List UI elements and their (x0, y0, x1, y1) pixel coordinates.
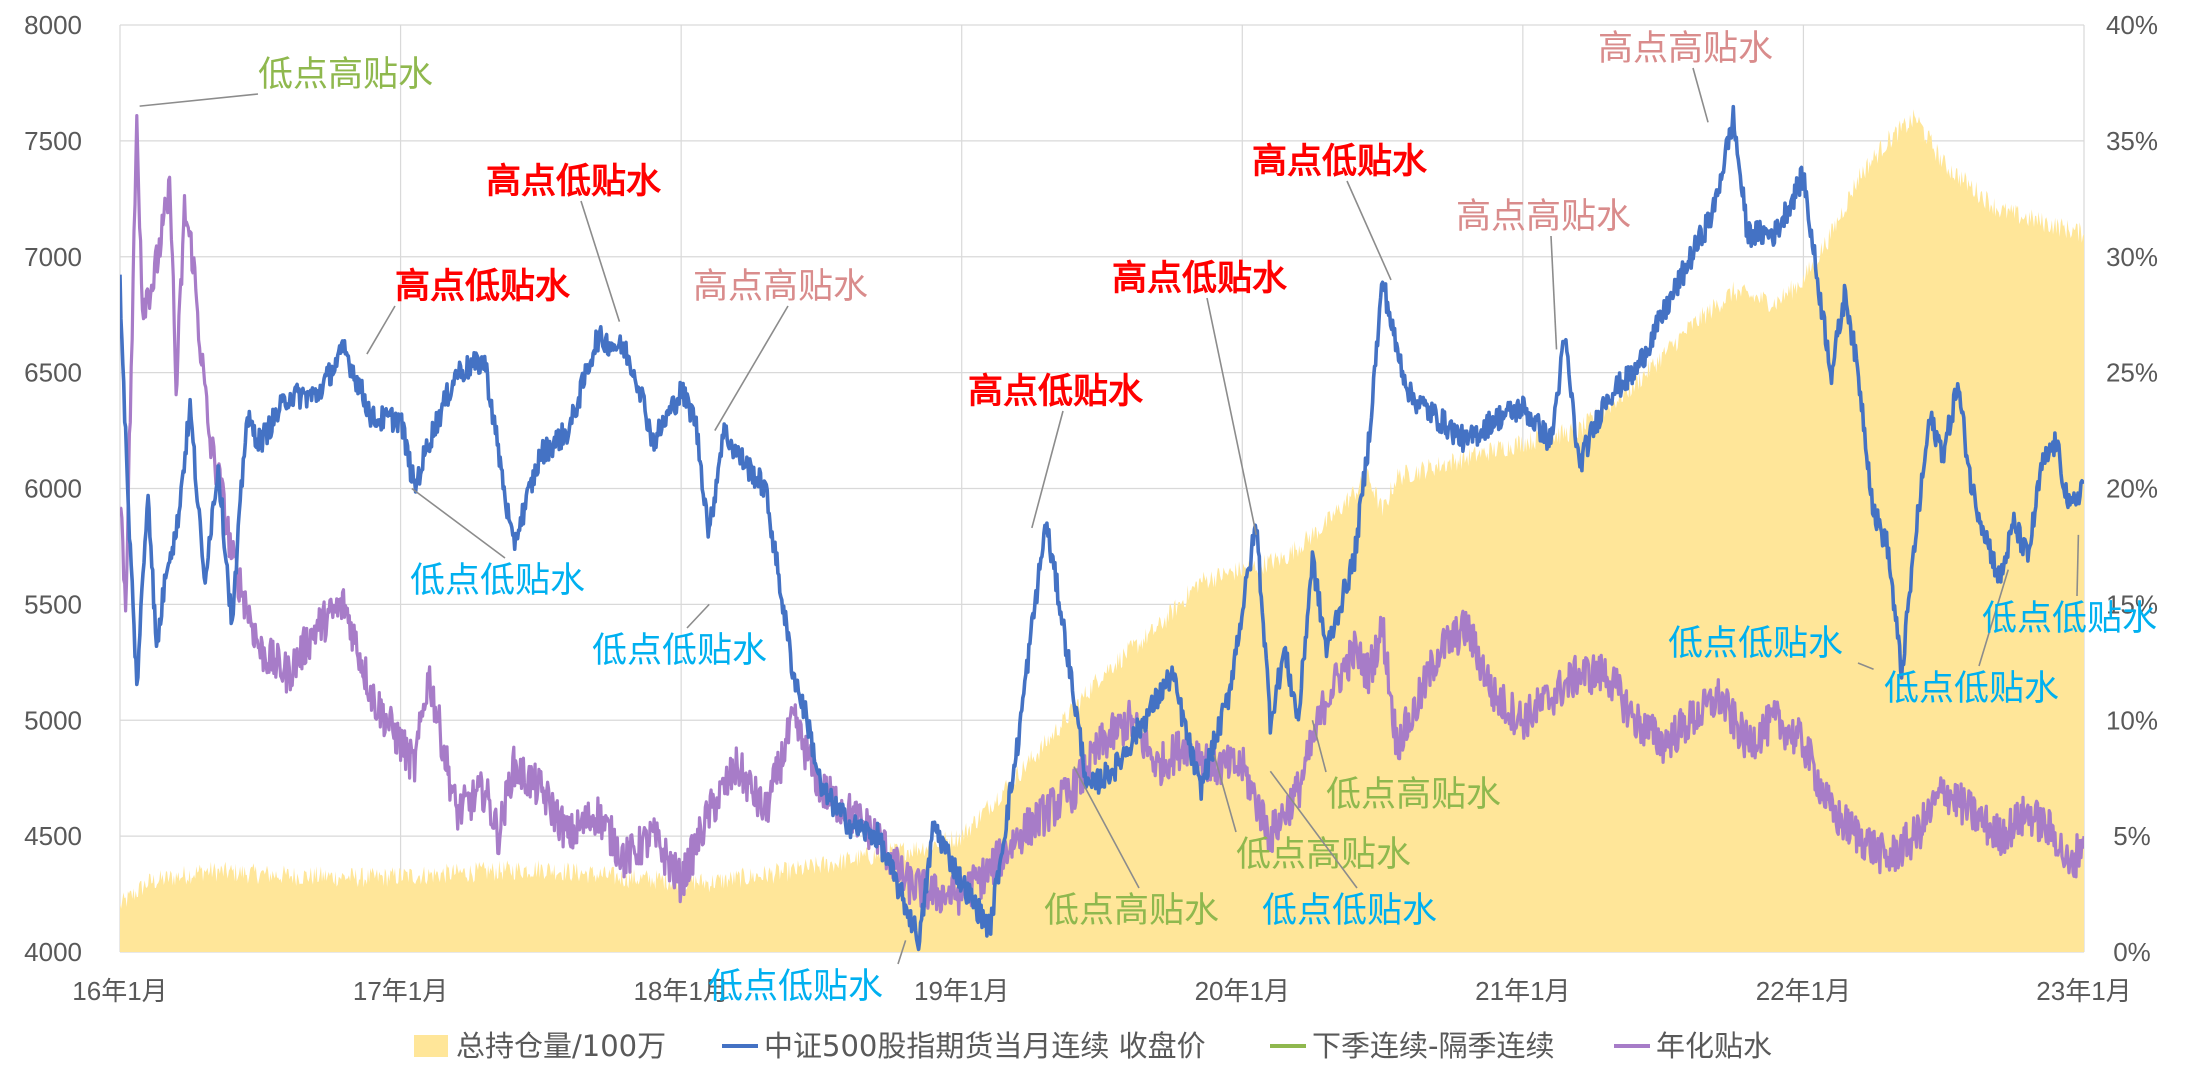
legend-item-futures-close: 中证500股指期货当月连续 收盘价 (722, 1029, 1206, 1063)
x-tick-label: 19年1月 (914, 976, 1009, 1006)
x-tick-label: 22年1月 (1756, 976, 1851, 1006)
annotation-label: 低点高贴水 (1236, 835, 1411, 875)
annotation-leader-line (1346, 180, 1392, 281)
y-left-tick-label: 7000 (24, 242, 82, 272)
annotation-leader-line (1978, 569, 2010, 667)
annotation-label: 低点高贴水 (258, 55, 433, 95)
x-tick-label: 17年1月 (353, 976, 448, 1006)
annotation-leader-line (2076, 534, 2080, 597)
area-layer (120, 109, 2084, 952)
legend-label: 总持仓量/100万 (456, 1029, 666, 1063)
annotation-label: 高点低贴水 (968, 372, 1144, 412)
annotation-leader-line (139, 93, 259, 107)
y-right-tick-label: 35% (2106, 126, 2158, 156)
annotation-leader-line (1213, 754, 1237, 833)
annotation-leader-line (1692, 67, 1709, 123)
y-left-tick-label: 5000 (24, 705, 82, 735)
series-total-open-interest-area (120, 109, 2084, 952)
annotation-leader-line (1073, 766, 1140, 889)
series-annualized-discount-line (120, 114, 2084, 916)
annotation-leader-line (1857, 662, 1874, 671)
annotation-label: 低点高贴水 (1044, 891, 1219, 931)
annotation-label: 高点高贴水 (1456, 197, 1631, 237)
legend-label: 下季连续-隔季连续 (1312, 1029, 1554, 1063)
y-right-tick-label: 0% (2113, 937, 2151, 967)
x-tick-label: 21年1月 (1475, 976, 1570, 1006)
y-right-tick-label: 15% (2106, 589, 2158, 619)
annotation-label: 低点低贴水 (1982, 599, 2157, 639)
y-axis-right: 0% 5% 10% 15% 20% 25% 30% 35% 40% (2106, 10, 2158, 967)
annotation-label: 低点低贴水 (708, 967, 883, 1007)
legend-label: 年化贴水 (1656, 1029, 1772, 1063)
x-tick-label: 16年1月 (72, 976, 167, 1006)
line-layer (120, 104, 2084, 952)
y-left-tick-label: 5500 (24, 589, 82, 619)
x-tick-label: 23年1月 (2036, 976, 2131, 1006)
annotation-leader-line (1550, 235, 1558, 350)
y-left-tick-label: 8000 (24, 10, 82, 40)
annotation-leader-line (411, 487, 506, 559)
annotation-label: 高点低贴水 (395, 267, 571, 307)
y-right-tick-label: 20% (2106, 474, 2158, 504)
annotation-leader-line (1031, 410, 1064, 529)
y-left-tick-label: 6000 (24, 474, 82, 504)
y-right-tick-label: 10% (2106, 705, 2158, 735)
y-left-tick-label: 7500 (24, 126, 82, 156)
annotation-leader-line (686, 603, 710, 629)
annotation-label: 高点低贴水 (486, 162, 662, 202)
x-tick-label: 18年1月 (633, 976, 728, 1006)
annotation-label: 低点低贴水 (1668, 624, 1843, 664)
legend-item-quarter-spread: 下季连续-隔季连续 (1270, 1029, 1554, 1063)
legend-swatch (414, 1035, 448, 1057)
series-csi500-futures-close-line (120, 104, 2084, 952)
annotation-leader-line (1311, 720, 1327, 773)
x-axis: 16年1月 17年1月 18年1月 19年1月 20年1月 21年1月 22年1月 23年1月 (72, 976, 2131, 1006)
annotation-layer: 低点高贴水高点低贴水高点低贴水高点高贴水低点低贴水低点低贴水低点低贴水高点低贴水… (139, 29, 2157, 1007)
y-right-tick-label: 30% (2106, 242, 2158, 272)
y-left-tick-label: 4500 (24, 821, 82, 851)
annotation-leader-line (1206, 297, 1258, 536)
annotation-label: 高点低贴水 (1252, 142, 1428, 182)
y-right-tick-label: 5% (2113, 821, 2151, 851)
annotation-leader-line (897, 940, 907, 965)
annotation-label: 高点低贴水 (1112, 259, 1288, 299)
legend-item-annualized-discount: 年化贴水 (1614, 1029, 1772, 1063)
annotation-label: 高点高贴水 (693, 267, 868, 307)
y-left-tick-label: 4000 (24, 937, 82, 967)
legend-item-open-interest: 总持仓量/100万 (414, 1029, 666, 1063)
x-tick-label: 20年1月 (1195, 976, 1290, 1006)
annotation-label: 低点低贴水 (410, 561, 585, 601)
annotation-label: 低点高贴水 (1326, 775, 1501, 815)
annotation-leader-line (580, 200, 621, 322)
y-axis-left: 4000 4500 5000 5500 6000 6500 7000 7500 8000 (24, 10, 82, 967)
y-left-tick-label: 6500 (24, 358, 82, 388)
legend: 总持仓量/100万 中证500股指期货当月连续 收盘价 下季连续-隔季连续 年化贴水 (414, 1029, 1772, 1063)
annotation-label: 低点低贴水 (1884, 669, 2059, 709)
legend-label: 中证500股指期货当月连续 收盘价 (764, 1029, 1206, 1063)
annotation-label: 高点高贴水 (1598, 29, 1773, 69)
annotation-leader-line (1269, 770, 1358, 889)
annotation-label: 低点低贴水 (1262, 891, 1437, 931)
annotation-leader-line (366, 305, 396, 355)
annotation-leader-line (714, 305, 789, 431)
annotation-label: 低点低贴水 (592, 631, 767, 671)
y-right-tick-label: 25% (2106, 358, 2158, 388)
y-right-tick-label: 40% (2106, 10, 2158, 40)
